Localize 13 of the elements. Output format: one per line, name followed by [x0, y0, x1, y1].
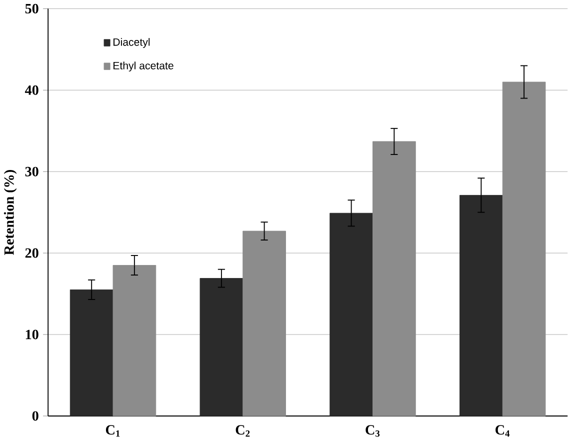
- y-axis-title: Retention (%): [4, 170, 17, 256]
- x-tick-label: C$_{3}$: [366, 425, 380, 437]
- y-tick-label: 20: [25, 248, 38, 258]
- x-tick-label: C$_{2}$: [236, 425, 250, 437]
- legend-label: Diacetyl: [114, 38, 150, 48]
- y-tick-label: 40: [24, 86, 38, 96]
- y-tick-label: 50: [25, 4, 38, 14]
- legend-label: Ethyl acetate: [114, 62, 174, 72]
- x-tick-label: C$_{1}$: [106, 425, 120, 437]
- y-tick-label: 0: [32, 411, 38, 421]
- y-tick-label: 10: [26, 330, 38, 340]
- x-tick-label: C$_{4}$: [496, 425, 510, 437]
- y-tick-label: 30: [25, 167, 38, 177]
